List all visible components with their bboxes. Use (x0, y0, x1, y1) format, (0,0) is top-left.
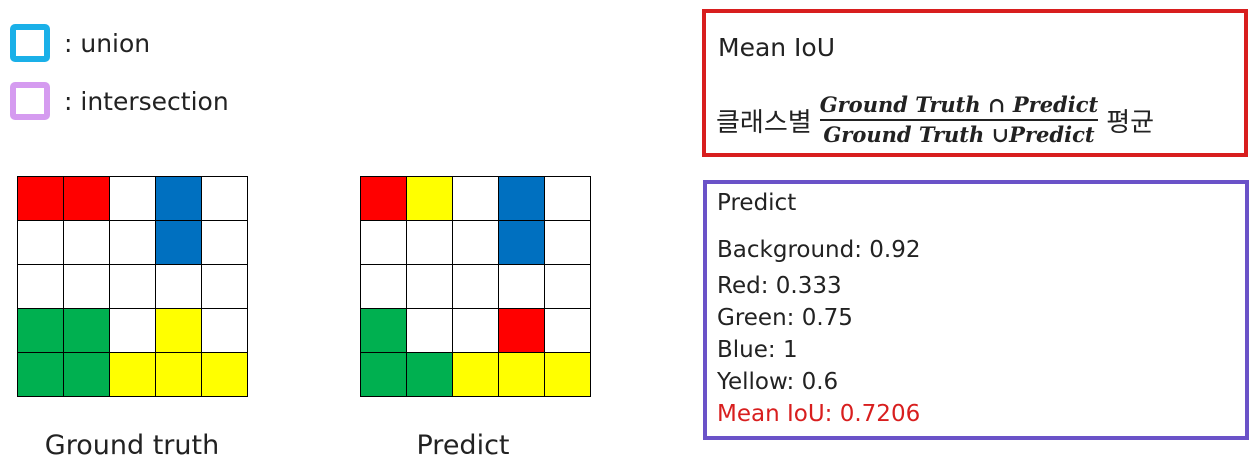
ground-truth-cell-4-1 (64, 353, 110, 397)
ground-truth-cell-2-4 (202, 265, 248, 309)
predict-cell-2-4 (545, 265, 591, 309)
ground-truth-caption: Ground truth (44, 430, 220, 461)
iou-formula: 클래스별 Ground Truth ∩ Predict Ground Truth… (716, 91, 1154, 149)
mean-iou-formula-box: Mean IoU 클래스별 Ground Truth ∩ Predict Gro… (702, 9, 1248, 157)
iou-fraction: Ground Truth ∩ Predict Ground Truth ∪Pre… (819, 91, 1099, 149)
ground-truth-cell-1-4 (202, 221, 248, 265)
ground-truth-cell-0-0 (18, 177, 64, 221)
predict-cell-4-4 (545, 353, 591, 397)
ground-truth-cell-2-2 (110, 265, 156, 309)
predict-scores-box: Predict Background: 0.92 Red: 0.333 Gree… (703, 180, 1249, 440)
mean-iou-title: Mean IoU (718, 33, 836, 62)
ground-truth-cell-0-2 (110, 177, 156, 221)
ground-truth-cell-2-0 (18, 265, 64, 309)
ground-truth-cell-1-3 (156, 221, 202, 265)
predict-cell-2-2 (453, 265, 499, 309)
score-red: Red: 0.333 (717, 273, 842, 299)
predict-cell-2-0 (361, 265, 407, 309)
ground-truth-cell-1-2 (110, 221, 156, 265)
union-swatch (10, 24, 50, 62)
ground-truth-cell-1-1 (64, 221, 110, 265)
predict-cell-4-2 (453, 353, 499, 397)
ground-truth-cell-4-0 (18, 353, 64, 397)
predict-cell-0-4 (545, 177, 591, 221)
ground-truth-cell-0-4 (202, 177, 248, 221)
predict-cell-4-3 (499, 353, 545, 397)
predict-cell-0-0 (361, 177, 407, 221)
ground-truth-cell-3-0 (18, 309, 64, 353)
predict-cell-1-4 (545, 221, 591, 265)
formula-suffix: 평균 (1106, 107, 1155, 138)
score-yellow: Yellow: 0.6 (717, 369, 839, 395)
score-green: Green: 0.75 (717, 305, 853, 331)
fraction-bar (819, 119, 1099, 121)
predict-cell-1-2 (453, 221, 499, 265)
ground-truth-cell-4-3 (156, 353, 202, 397)
ground-truth-cell-0-1 (64, 177, 110, 221)
ground-truth-cell-3-1 (64, 309, 110, 353)
score-blue: Blue: 1 (717, 337, 798, 363)
fraction-numerator: Ground Truth ∩ Predict (819, 92, 1099, 117)
legend-intersection: : intersection (10, 82, 229, 120)
scores-title: Predict (717, 190, 797, 216)
predict-cell-3-0 (361, 309, 407, 353)
predict-grid (360, 176, 591, 397)
predict-caption: Predict (416, 430, 510, 461)
predict-cell-1-0 (361, 221, 407, 265)
predict-cell-4-1 (407, 353, 453, 397)
predict-cell-3-2 (453, 309, 499, 353)
legend-union-label: : union (64, 28, 151, 58)
ground-truth-cell-2-1 (64, 265, 110, 309)
ground-truth-cell-3-3 (156, 309, 202, 353)
predict-cell-3-3 (499, 309, 545, 353)
legend-intersection-label: : intersection (64, 86, 229, 116)
score-mean-iou: Mean IoU: 0.7206 (717, 401, 921, 427)
predict-cell-3-4 (545, 309, 591, 353)
fraction-denominator: Ground Truth ∪Predict (823, 122, 1095, 147)
ground-truth-cell-2-3 (156, 265, 202, 309)
ground-truth-cell-3-2 (110, 309, 156, 353)
ground-truth-cell-4-4 (202, 353, 248, 397)
ground-truth-cell-0-3 (156, 177, 202, 221)
predict-cell-1-1 (407, 221, 453, 265)
predict-cell-2-3 (499, 265, 545, 309)
intersection-swatch (10, 82, 50, 120)
scores-list: Background: 0.92 Red: 0.333 Green: 0.75 … (717, 234, 921, 430)
ground-truth-grid (17, 176, 248, 397)
ground-truth-cell-4-2 (110, 353, 156, 397)
predict-cell-1-3 (499, 221, 545, 265)
legend-union: : union (10, 24, 150, 62)
ground-truth-cell-1-0 (18, 221, 64, 265)
predict-cell-0-1 (407, 177, 453, 221)
predict-cell-0-2 (453, 177, 499, 221)
predict-cell-2-1 (407, 265, 453, 309)
predict-cell-4-0 (361, 353, 407, 397)
predict-cell-0-3 (499, 177, 545, 221)
ground-truth-cell-3-4 (202, 309, 248, 353)
formula-prefix: 클래스별 (716, 107, 812, 138)
predict-cell-3-1 (407, 309, 453, 353)
score-background: Background: 0.92 (717, 237, 921, 263)
